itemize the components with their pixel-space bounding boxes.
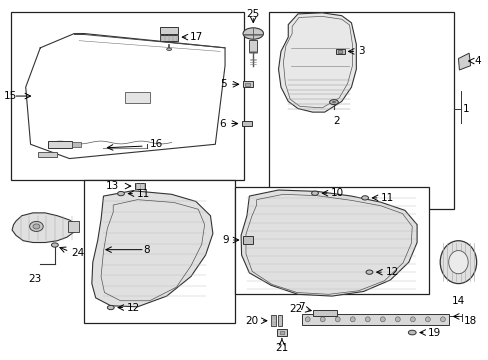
Text: 21: 21 [275,343,288,353]
Ellipse shape [305,317,309,322]
Text: 10: 10 [330,188,344,198]
Text: 2: 2 [333,116,340,126]
Ellipse shape [349,317,354,322]
Polygon shape [12,213,77,243]
Ellipse shape [335,317,340,322]
Ellipse shape [407,330,415,335]
Bar [47,141,72,148]
Ellipse shape [439,241,476,284]
Bar [234,187,428,294]
Bar [242,235,253,244]
Text: 6: 6 [219,118,225,129]
Ellipse shape [166,48,171,50]
Text: 11: 11 [380,193,393,203]
Ellipse shape [33,224,40,229]
Ellipse shape [425,317,429,322]
Text: 19: 19 [427,328,440,338]
Polygon shape [92,191,212,307]
Bar [125,93,149,103]
Bar [268,12,453,208]
Bar [11,12,244,180]
Text: 12: 12 [126,302,140,312]
Polygon shape [241,190,416,296]
Ellipse shape [320,317,325,322]
Text: 22: 22 [289,303,302,314]
Ellipse shape [329,100,338,105]
Ellipse shape [117,192,124,196]
Bar [84,180,234,323]
Bar [68,221,79,232]
Ellipse shape [380,317,385,322]
Text: 8: 8 [143,245,149,255]
Bar [301,314,448,325]
Text: 20: 20 [245,316,258,326]
Polygon shape [458,53,469,70]
Text: 11: 11 [136,189,149,199]
Ellipse shape [51,243,58,247]
Bar [337,50,342,53]
Ellipse shape [107,305,114,310]
Bar [72,142,81,147]
Bar [335,49,344,54]
Bar [277,315,282,326]
Ellipse shape [332,101,335,103]
Text: 14: 14 [451,296,464,306]
Ellipse shape [361,196,368,200]
Text: 3: 3 [357,46,364,57]
Ellipse shape [448,251,467,274]
Bar [249,40,257,52]
Bar [277,329,286,336]
Ellipse shape [366,270,372,274]
Ellipse shape [243,28,263,39]
Polygon shape [278,13,356,112]
Ellipse shape [395,317,400,322]
Bar [38,152,57,157]
Text: 13: 13 [106,181,119,191]
Text: 9: 9 [222,235,228,245]
Text: 15: 15 [4,91,17,101]
Text: 17: 17 [190,32,203,42]
Ellipse shape [311,191,318,195]
Bar [160,27,178,34]
Text: 5: 5 [220,79,226,89]
Text: 18: 18 [463,316,477,326]
Text: 4: 4 [473,56,480,66]
Bar [245,83,250,86]
Text: 16: 16 [149,139,163,149]
Bar [271,315,276,326]
Bar [160,35,178,41]
Bar [242,81,253,87]
Ellipse shape [440,317,445,322]
Text: 23: 23 [28,274,41,284]
Bar [134,183,145,189]
Text: 1: 1 [462,104,469,113]
Text: 7: 7 [298,302,305,312]
Bar [241,121,252,126]
Text: 25: 25 [246,9,259,19]
Ellipse shape [409,317,414,322]
Text: 12: 12 [385,267,398,277]
Ellipse shape [30,221,43,231]
Text: 24: 24 [71,248,84,257]
Bar [312,310,336,316]
Bar [280,331,284,334]
Ellipse shape [365,317,369,322]
